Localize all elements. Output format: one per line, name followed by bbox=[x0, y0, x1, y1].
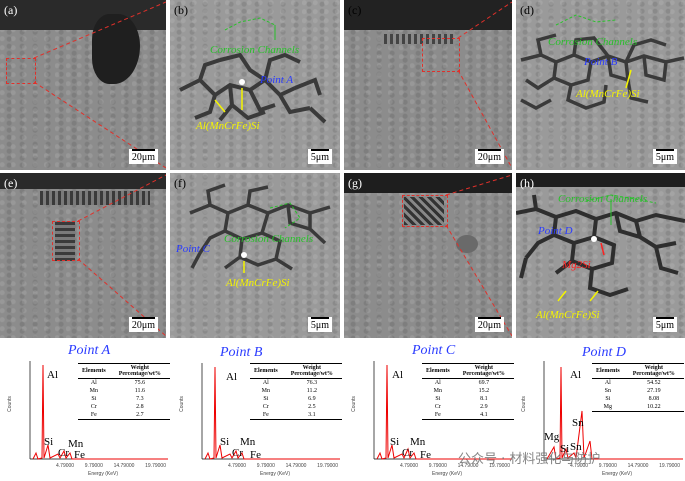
eds-panel-c: Point C Counts Al Si Cr Mn Fe Elements We… bbox=[344, 341, 514, 481]
panel-label: (d) bbox=[520, 3, 534, 17]
annotation-phase-mg2si: Mg2Si bbox=[562, 259, 591, 271]
panel-label: (f) bbox=[174, 176, 186, 190]
scale-bar: 20μm bbox=[128, 149, 158, 164]
x-axis-label: Energy (KeV) bbox=[260, 471, 291, 477]
scale-bar: 5μm bbox=[652, 317, 677, 332]
y-axis-label: Counts bbox=[520, 396, 527, 412]
eds-panel-d: Point D Counts Al Mg Si Sn Sn Elements We… bbox=[516, 341, 685, 481]
sem-panel-b: (b) Corrosion Channels Point A Al(MnCrFe… bbox=[170, 0, 340, 170]
annotation-corrosion-channels: Corrosion Channels bbox=[558, 193, 648, 205]
x-ticks: 4.79000 9.79000 14.79000 19.79000 bbox=[56, 463, 166, 469]
scale-bar: 5μm bbox=[307, 317, 332, 332]
scale-bar: 20μm bbox=[474, 317, 504, 332]
panel-label: (b) bbox=[174, 3, 188, 17]
peak-label-fe: Fe bbox=[420, 449, 431, 461]
eds-title: Point A bbox=[68, 343, 111, 358]
peak-label-si: Si bbox=[44, 436, 54, 448]
sem-panel-f: (f) Corrosion Channels Point C Al(MnCrFe… bbox=[170, 173, 340, 338]
peak-label-al: Al bbox=[570, 369, 581, 381]
watermark: 公众号 · 材料强化与防护 bbox=[458, 452, 601, 467]
peak-label-cr: Cr bbox=[58, 447, 69, 459]
peak-label-mn: Mn bbox=[410, 436, 426, 448]
annotation-point: Point A bbox=[260, 74, 294, 86]
peak-label-mn: Mn bbox=[240, 436, 256, 448]
x-ticks: 4.79000 9.79000 14.79000 19.79000 bbox=[400, 463, 510, 469]
corrosion-network bbox=[520, 14, 685, 110]
composition-table: Elements Weight Percentage/wt% Al 54.52 Sn… bbox=[592, 363, 684, 412]
peak-label-sn: Sn bbox=[570, 441, 582, 453]
annotation-phase: Al(MnCrFe)Si bbox=[226, 277, 290, 289]
scale-bar: 5μm bbox=[307, 149, 332, 164]
zoom-region-box bbox=[402, 195, 448, 227]
corrosion-pit bbox=[92, 14, 140, 84]
x-axis-label: Energy (KeV) bbox=[432, 471, 463, 477]
scale-bar: 20μm bbox=[474, 149, 504, 164]
annotation-point: Point D bbox=[538, 225, 573, 237]
x-ticks: 4.79000 9.79000 14.79000 19.79000 bbox=[228, 463, 338, 469]
x-ticks: 4.79000 9.79000 14.79000 19.79000 bbox=[570, 463, 680, 469]
annotation-phase: Al(MnCrFe)Si bbox=[576, 88, 640, 100]
corrosion-network bbox=[179, 17, 327, 124]
annotation-phase: Al(MnCrFe)Si bbox=[536, 309, 600, 321]
y-axis-label: Counts bbox=[350, 396, 357, 412]
scale-bar: 20μm bbox=[128, 317, 158, 332]
peak-label-si: Si bbox=[390, 436, 400, 448]
eds-title: Point B bbox=[220, 345, 263, 360]
peak-label-si: Si bbox=[220, 436, 230, 448]
peak-label-sn: Sn bbox=[572, 417, 584, 429]
composition-table: Elements Weight Percentage/wt% Al 69.7 Mn 1… bbox=[422, 363, 514, 420]
annotation-point: Point B bbox=[584, 56, 618, 68]
peak-label-cr: Cr bbox=[402, 447, 413, 459]
eds-title: Point D bbox=[582, 345, 626, 360]
zoom-region-box bbox=[422, 38, 460, 72]
panel-label: (c) bbox=[348, 3, 362, 17]
peak-label-al: Al bbox=[47, 369, 58, 381]
composition-table: Elements Weight Percentage/wt% Al 75.6 Mn 1… bbox=[78, 363, 170, 420]
annotation-corrosion-channels: Corrosion Channels bbox=[224, 233, 314, 245]
sem-panel-d: (d) Corrosion Channels Point B Al(MnCrFe… bbox=[516, 0, 685, 170]
peak-label-si: Si bbox=[560, 443, 570, 455]
panel-label: (e) bbox=[4, 176, 18, 190]
x-axis-label: Energy (KeV) bbox=[602, 471, 633, 477]
y-axis-label: Counts bbox=[6, 396, 13, 412]
composition-table: Elements Weight Percentage/wt% Al 76.3 Mn 1… bbox=[250, 363, 342, 420]
panel-label: (g) bbox=[348, 176, 362, 190]
peak-label-fe: Fe bbox=[250, 449, 261, 461]
sem-panel-a: (a) 20μm bbox=[0, 0, 166, 170]
sem-panel-g: (g) 20μm bbox=[344, 173, 512, 338]
annotation-corrosion-channels: Corrosion Channels bbox=[210, 44, 300, 56]
zoom-region-box bbox=[6, 58, 36, 84]
scale-bar: 5μm bbox=[652, 149, 677, 164]
eds-title: Point C bbox=[412, 343, 456, 358]
panel-label: (a) bbox=[4, 3, 18, 17]
peak-label-mn: Mn bbox=[68, 438, 84, 450]
sem-panel-h: (h) Corrosion Channels Point D Mg2Si Al(… bbox=[516, 173, 685, 338]
annotation-point: Point C bbox=[176, 243, 210, 255]
peak-label-cr: Cr bbox=[232, 447, 243, 459]
pore bbox=[456, 235, 478, 253]
corrosion-zone bbox=[404, 197, 444, 225]
eds-panel-b: Point B Counts Al Si Cr Mn Fe Elements We… bbox=[172, 341, 342, 481]
annotation-phase: Al(MnCrFe)Si bbox=[196, 120, 260, 132]
annotation-corrosion-channels: Corrosion Channels bbox=[548, 36, 638, 48]
y-axis-label: Counts bbox=[178, 396, 185, 412]
zoom-region-box bbox=[52, 221, 80, 261]
peak-label-mg: Mg bbox=[544, 431, 560, 443]
corrosion-zone bbox=[55, 221, 75, 261]
peak-label-fe: Fe bbox=[74, 449, 85, 461]
panel-label: (h) bbox=[520, 176, 534, 190]
peak-label-al: Al bbox=[226, 371, 237, 383]
corrosion-network bbox=[189, 183, 331, 273]
x-axis-label: Energy (KeV) bbox=[88, 471, 119, 477]
corrosion-zone bbox=[384, 34, 454, 44]
eds-panel-a: Point A Counts Al Si Cr Mn Fe Elements We… bbox=[0, 341, 170, 481]
sem-panel-e: (e) 20μm bbox=[0, 173, 166, 338]
peak-label-al: Al bbox=[392, 369, 403, 381]
corrosion-zone bbox=[40, 191, 150, 205]
corrosion-network bbox=[516, 194, 685, 302]
sem-panel-c: (c) 20μm bbox=[344, 0, 512, 170]
